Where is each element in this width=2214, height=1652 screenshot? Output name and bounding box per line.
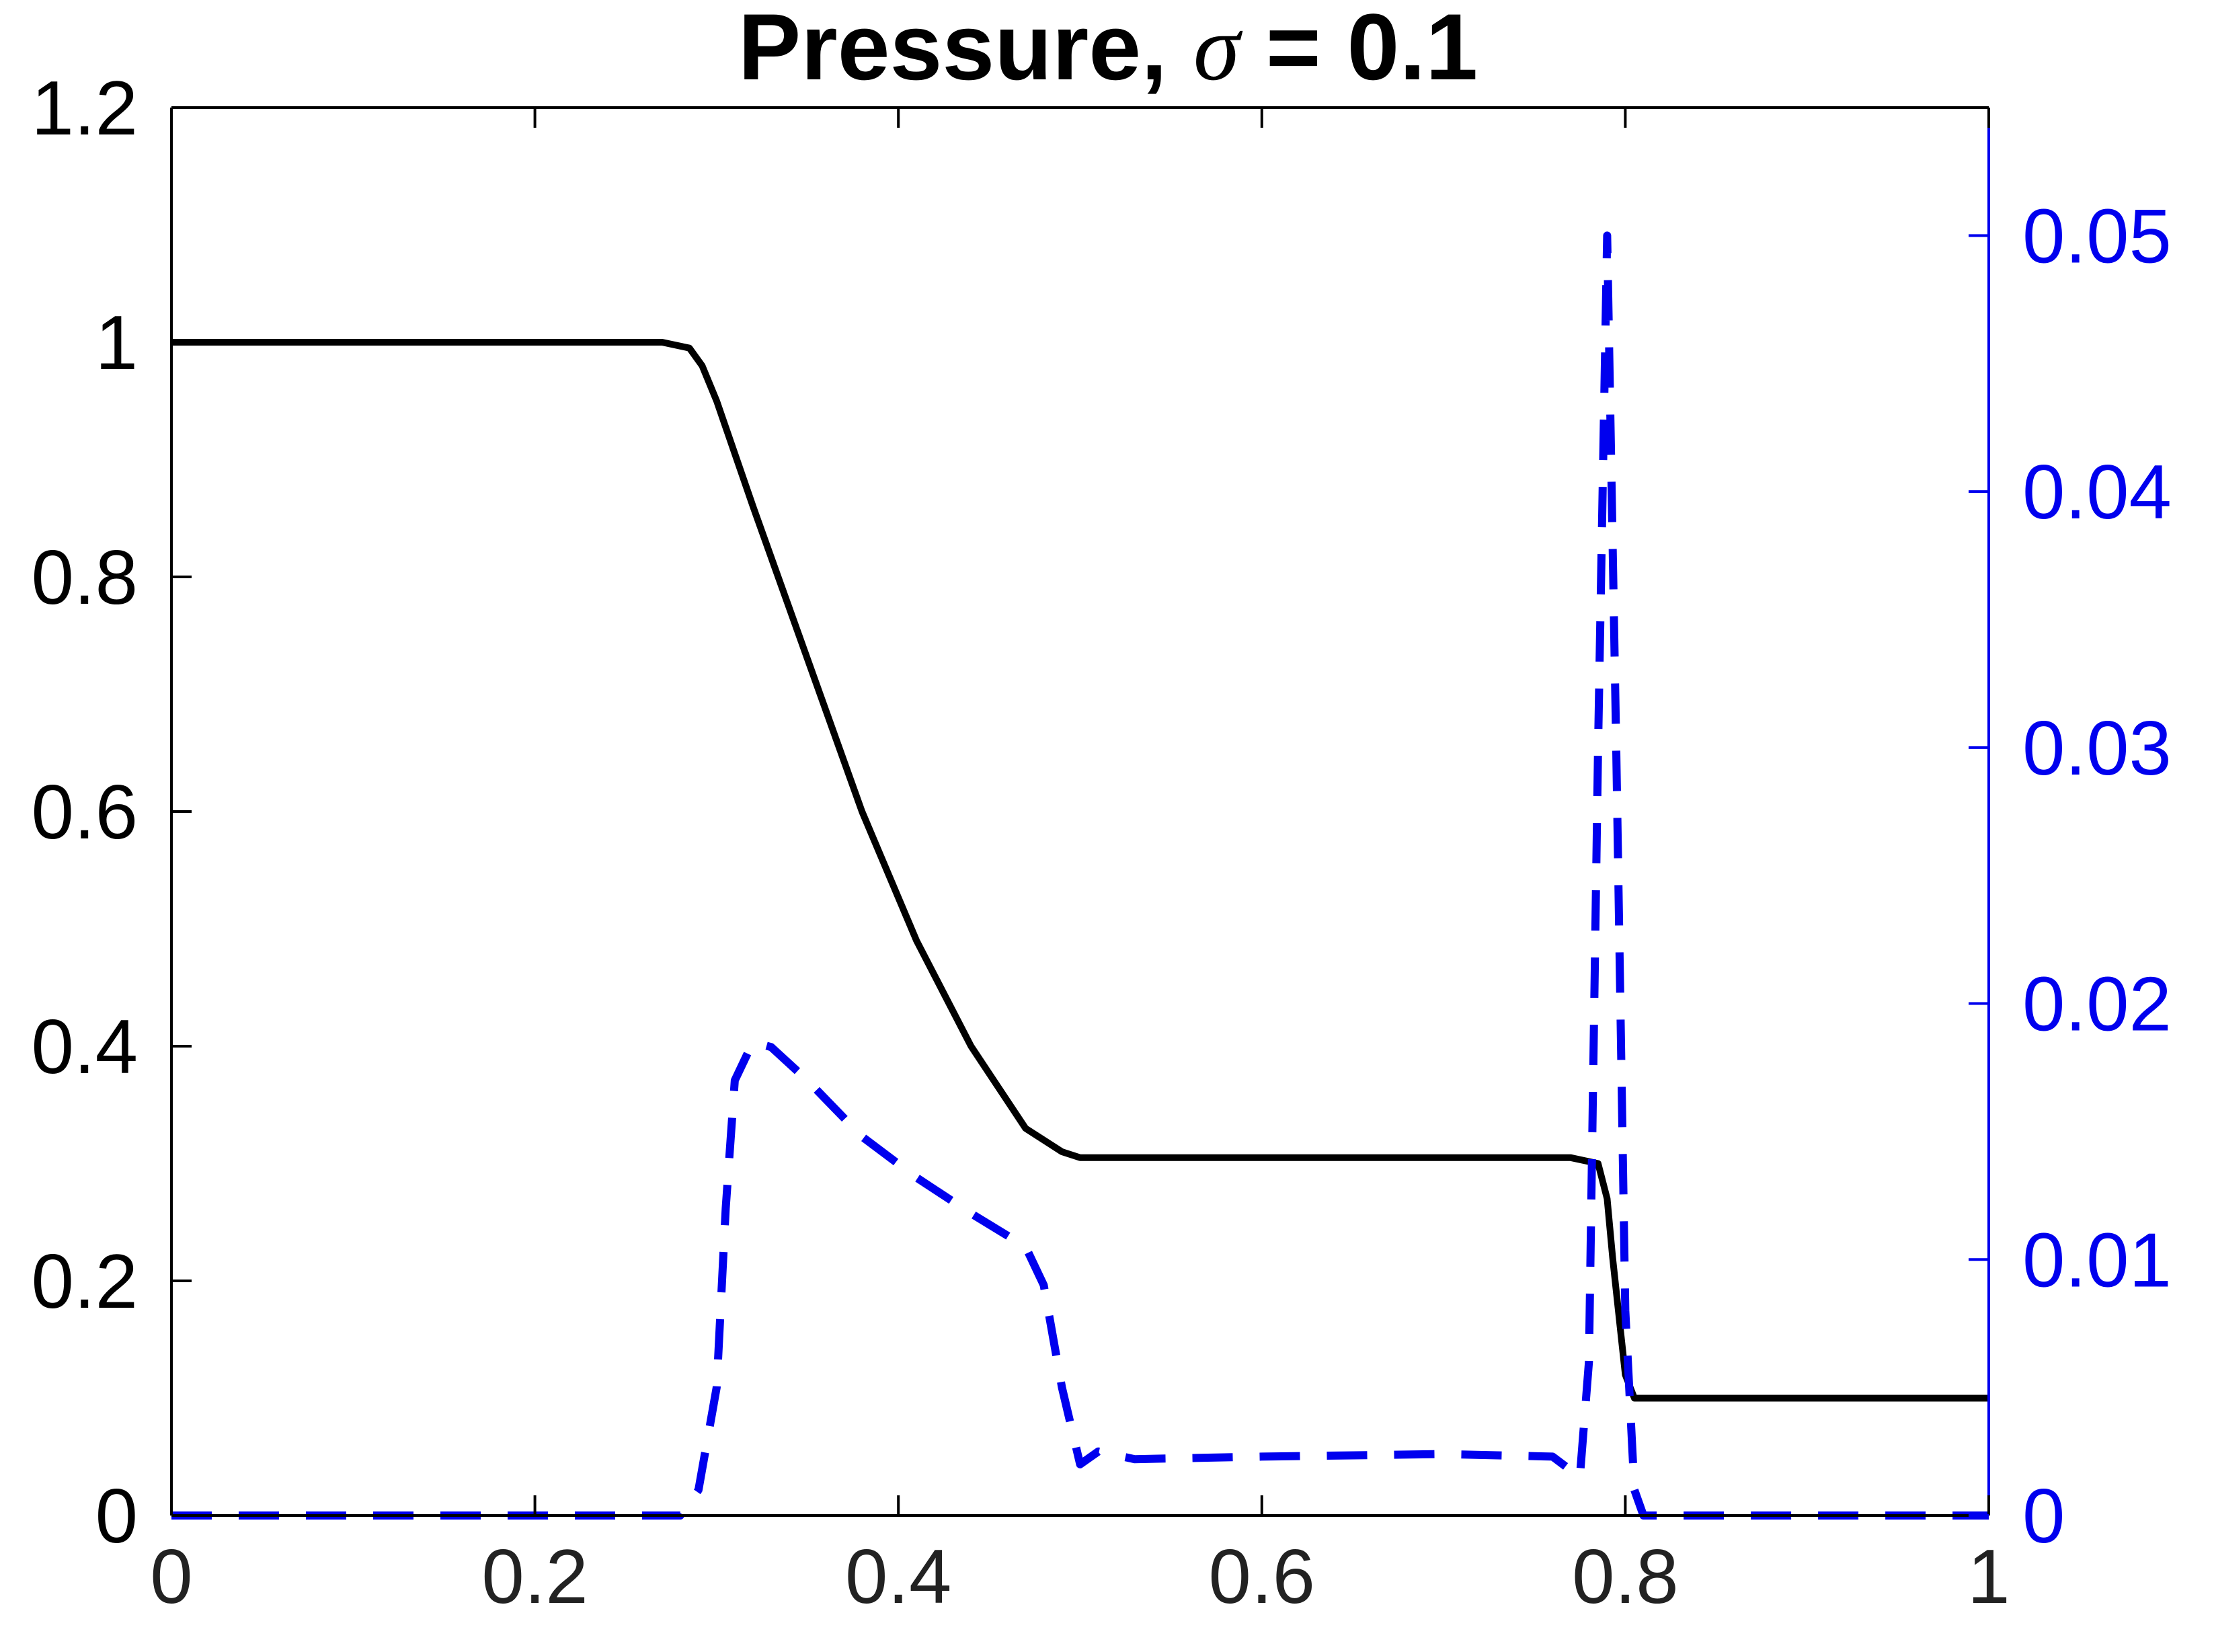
series-line-right-dashed	[171, 231, 1989, 1520]
series-line-left-solid	[171, 339, 1989, 1402]
x-tick-label: 0.6	[1209, 1534, 1315, 1620]
y-right-tick-label: 0.03	[2022, 706, 2172, 791]
y-right-tick-label: 0.01	[2022, 1218, 2172, 1303]
y-right-tick-label: 0.05	[2022, 194, 2172, 279]
x-tick-label: 1	[1967, 1534, 2010, 1620]
y-left-tick-label: 1	[95, 301, 138, 386]
chart-title: Pressure, σ = 0.1	[738, 0, 1478, 100]
y-right-tick-label: 0.04	[2022, 450, 2172, 535]
y-left-tick-label: 1.2	[32, 66, 138, 151]
chart-title-suffix: = 0.1	[1240, 0, 1478, 100]
chart-title-symbol: σ	[1193, 0, 1243, 100]
x-tick-label: 0.8	[1572, 1534, 1678, 1620]
chart-title-prefix: Pressure,	[738, 0, 1193, 100]
plot-background	[171, 108, 1989, 1516]
y-left-tick-label: 0.8	[32, 535, 138, 621]
x-tick-label: 0.4	[845, 1534, 951, 1620]
y-left-tick-label: 0.2	[32, 1239, 138, 1325]
y-right-tick-label: 0	[2022, 1474, 2065, 1559]
y-left-tick-label: 0.6	[32, 770, 138, 855]
y-right-tick-label: 0.02	[2022, 962, 2172, 1048]
x-tick-label: 0.2	[481, 1534, 588, 1620]
plot-area	[171, 108, 1989, 1516]
y-left-tick-label: 0	[95, 1474, 138, 1559]
series-layer	[171, 231, 1989, 1520]
x-tick-label: 0	[150, 1534, 192, 1620]
axes-layer: 0 0.2 0.4 0.6 0.8 100.20.40.60.811.200.010.02…	[32, 66, 2172, 1620]
y-left-tick-label: 0.4	[32, 1005, 138, 1090]
